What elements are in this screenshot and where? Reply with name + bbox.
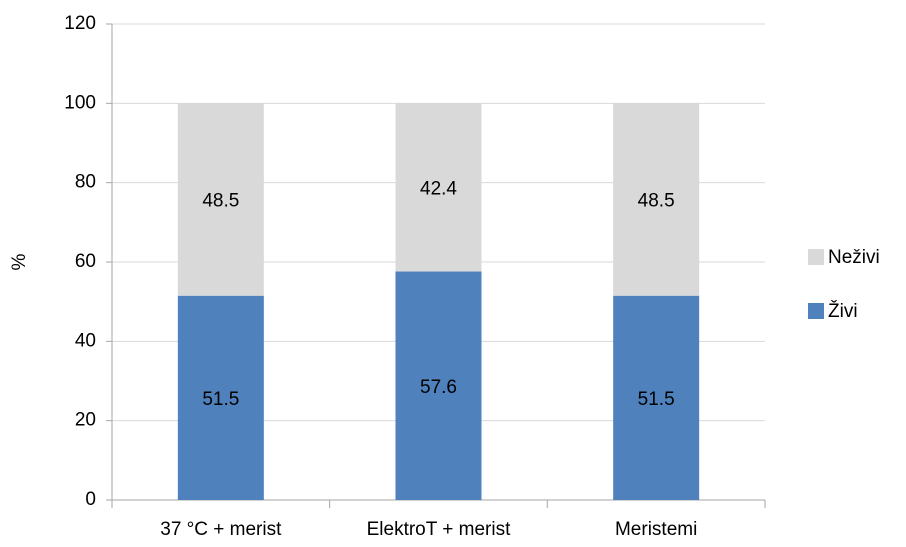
data-label: 51.5 bbox=[202, 389, 239, 410]
bar-segment bbox=[613, 295, 700, 500]
legend-label: Neživi bbox=[828, 247, 880, 268]
data-label: 48.5 bbox=[638, 191, 675, 212]
bar-segment bbox=[395, 271, 482, 500]
bar-segment bbox=[613, 103, 700, 296]
x-tick-label: Meristemi bbox=[615, 519, 697, 540]
x-tick-label: ElektroT + merist bbox=[367, 519, 511, 540]
data-label: 51.5 bbox=[638, 389, 675, 410]
data-label: 48.5 bbox=[202, 191, 239, 212]
bar-segment bbox=[177, 103, 264, 296]
y-tick-label: 40 bbox=[75, 330, 96, 351]
bar-segment bbox=[177, 295, 264, 500]
y-tick-label: 120 bbox=[64, 13, 96, 34]
y-tick-label: 20 bbox=[75, 410, 96, 431]
legend-label: Živi bbox=[828, 300, 858, 322]
y-tick-label: 100 bbox=[64, 92, 96, 113]
legend-swatch bbox=[808, 303, 824, 319]
data-label: 57.6 bbox=[420, 377, 457, 398]
y-tick-label: 80 bbox=[75, 172, 96, 193]
y-tick-label: 60 bbox=[75, 251, 96, 272]
data-label: 42.4 bbox=[420, 178, 457, 199]
x-tick-label: 37 °C + merist bbox=[160, 519, 282, 540]
y-tick-label: 0 bbox=[85, 489, 96, 510]
bar-segment bbox=[395, 103, 482, 272]
legend-swatch bbox=[808, 249, 824, 265]
y-axis-label: % bbox=[9, 253, 30, 270]
